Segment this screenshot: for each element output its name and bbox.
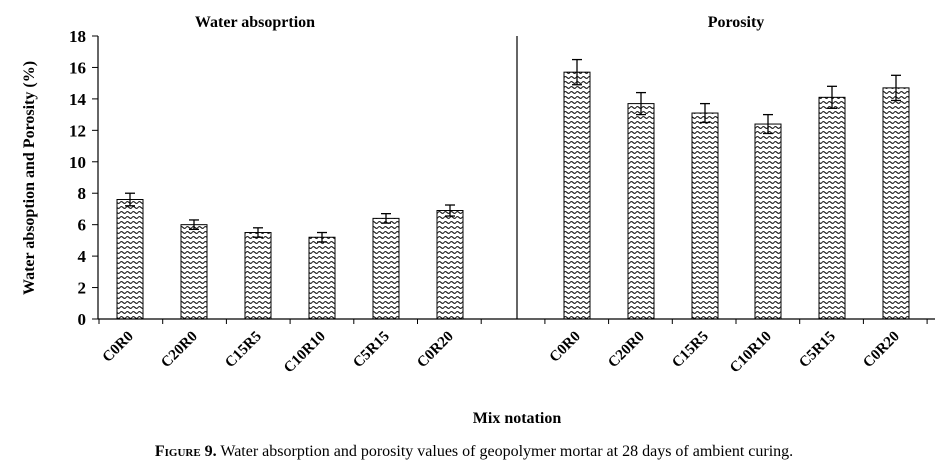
x-tick-label: C0R0	[100, 329, 137, 366]
panel-title-porosity: Porosity	[708, 14, 765, 31]
x-tick-label: C15R5	[669, 329, 712, 372]
y-tick-label: 2	[78, 279, 87, 298]
bar	[563, 71, 591, 320]
bar	[754, 123, 782, 320]
x-tick-label: C0R20	[414, 329, 457, 372]
bar	[818, 96, 846, 320]
x-tick-label: C15R5	[222, 329, 265, 372]
y-tick-label: 6	[78, 216, 87, 235]
figure-caption-text: Water absorption and porosity values of …	[216, 443, 794, 460]
bar	[436, 210, 464, 320]
y-tick-label: 16	[69, 58, 86, 77]
x-tick-label: C10R10	[281, 329, 329, 377]
axes-layer: Water absoprtion Porosity Mix notation W…	[21, 14, 935, 427]
y-axis-title: Water absoption and Porosity (%)	[21, 61, 38, 295]
bar	[116, 199, 144, 320]
x-tick-label: C0R20	[860, 329, 903, 372]
bar	[372, 217, 400, 320]
x-tick-label: C20R0	[158, 329, 201, 372]
y-tick-label: 12	[69, 121, 86, 140]
chart: Water absoprtion Porosity Mix notation W…	[21, 14, 935, 427]
bar	[627, 103, 655, 320]
bar	[691, 112, 719, 320]
figure-caption: Figure 9. Water absorption and porosity …	[0, 443, 948, 461]
x-tick-label: C5R15	[796, 329, 839, 372]
y-tick-label: 18	[69, 27, 86, 46]
x-axis-title: Mix notation	[473, 410, 562, 427]
y-tick-label: 10	[69, 153, 86, 172]
bars-layer	[116, 58, 910, 320]
figure-label: Figure 9.	[154, 443, 217, 460]
panel-title-water: Water absoprtion	[195, 14, 315, 31]
x-tick-label: C0R0	[547, 329, 584, 366]
y-tick-label: 4	[78, 247, 87, 266]
y-tick-label: 0	[78, 310, 87, 329]
y-tick-label: 8	[78, 184, 87, 203]
bar	[308, 236, 336, 320]
x-tick-label: C20R0	[605, 329, 648, 372]
x-tick-label: C5R15	[350, 329, 393, 372]
x-tick-label: C10R10	[727, 329, 775, 377]
bar	[244, 232, 272, 320]
bar	[882, 87, 910, 320]
bar	[180, 224, 208, 320]
y-tick-label: 14	[69, 90, 87, 109]
